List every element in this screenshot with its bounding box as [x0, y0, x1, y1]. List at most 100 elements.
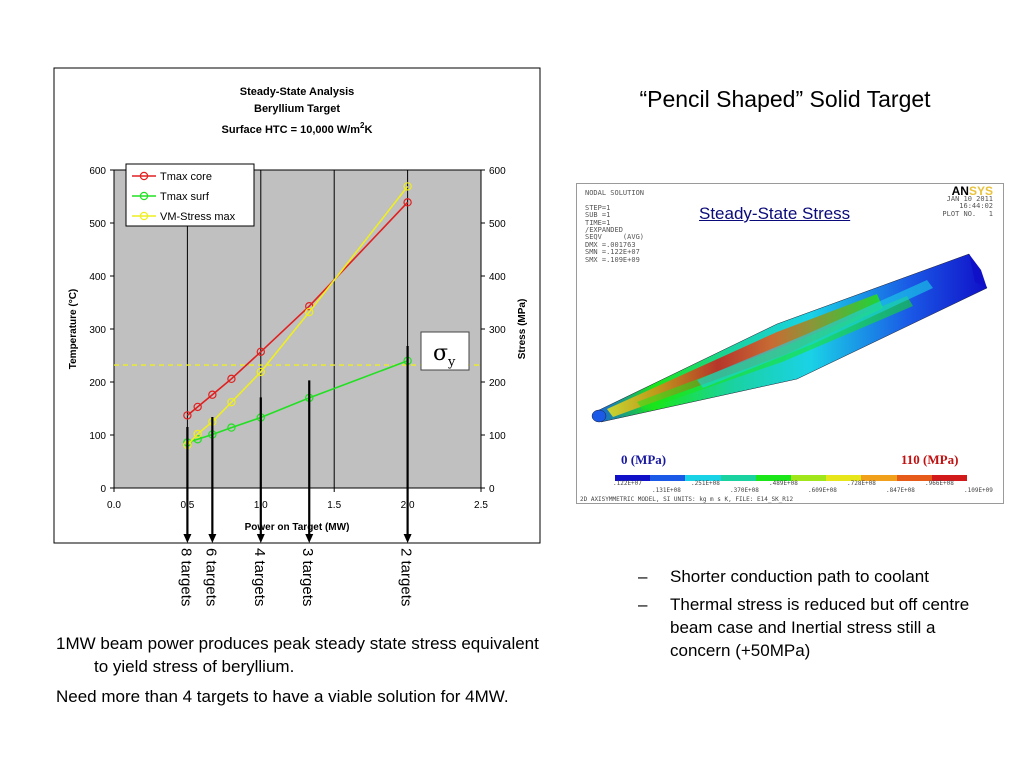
contour-scale-ticks: .122E+07 .131E+08 .251E+08 .370E+08 .489E+08… [583, 480, 1003, 500]
contour-band [791, 475, 827, 481]
contour-band [755, 475, 792, 481]
series-line-2 [186, 185, 409, 446]
note-paragraph: 1MW beam power produces peak steady stat… [56, 634, 539, 676]
y-tick-label-right: 100 [489, 431, 506, 442]
y-tick-label-left: 300 [89, 325, 106, 336]
chart-title-line-1: Steady-State Analysis [240, 86, 355, 98]
bullet-dash: – [638, 567, 648, 586]
legend-label: Tmax core [160, 171, 212, 183]
nodal-solution-info: NODAL SOLUTION STEP=1 SUB =1 TIME=1/EXPAND… [585, 189, 645, 264]
info-line: SEQV (AVG) [585, 233, 645, 242]
y-tick-label-right: 0 [489, 484, 495, 495]
target-inner-band [697, 280, 933, 388]
target-tip [591, 409, 607, 423]
y-tick-label-left: 0 [100, 484, 106, 495]
series-point-2 [193, 429, 202, 439]
date-line: PLOT NO. 1 [942, 209, 993, 218]
contour-band [685, 475, 721, 481]
series-point-0 [208, 390, 217, 399]
x-tick-label: 1.5 [327, 500, 341, 511]
target-count-label: 8 targets [177, 548, 194, 606]
contour-band [896, 475, 932, 481]
target-end-cap [969, 254, 987, 288]
logo-main: AN [951, 184, 969, 198]
y-tick-label-left: 500 [89, 219, 106, 230]
scale-tick-label: .728E+08 [847, 480, 876, 487]
scale-tick-label: .966E+08 [925, 480, 954, 487]
date-line: 16:44:02 [959, 202, 993, 211]
scale-max-label: 110 (MPa) [901, 452, 959, 467]
htc-sup: 2 [360, 121, 365, 130]
bullet-item: – Shorter conduction path to coolant [628, 565, 988, 588]
logo-accent: SYS [968, 184, 993, 198]
y-tick-label-right: 300 [489, 325, 506, 336]
legend-label: Tmax surf [160, 191, 210, 203]
series-point-2 [305, 307, 314, 317]
htc-prefix: Surface HTC = 10,000 W/m [222, 124, 361, 136]
slide-title: “Pencil Shaped” Solid Target [639, 86, 931, 112]
series-point-0 [227, 374, 236, 384]
target-arrow-head [208, 534, 217, 543]
scale-tick-label: .109E+09 [964, 487, 993, 494]
x-axis-label: Power on Target (MW) [245, 522, 350, 533]
htc-suffix: K [364, 124, 372, 136]
chart-title-line-2: Beryllium Target [254, 103, 340, 115]
y-tick-label-right: 200 [489, 378, 506, 389]
x-tick-label: 0.0 [107, 500, 121, 511]
info-line: SMX =.109E+09 [585, 255, 640, 264]
info-line: NODAL SOLUTION [585, 189, 645, 197]
target-arrow-head [305, 534, 314, 543]
info-line: SUB =1 [585, 211, 611, 220]
info-line: /EXPANDED [585, 226, 623, 235]
steady-state-stress-heading: Steady-State Stress [699, 204, 851, 223]
bullet-text: Thermal stress is reduced but off centre… [670, 595, 970, 660]
target-arrow-head [183, 534, 192, 543]
info-line: DMX =.001763 [585, 240, 636, 249]
date-line: JAN 10 2011 [946, 195, 993, 203]
contour-band [826, 475, 862, 481]
target-count-label: 2 targets [398, 548, 415, 606]
target-arrow-head [256, 534, 265, 543]
chart-title-line-3: Surface HTC = 10,000 W/m2K [222, 121, 373, 136]
scale-tick-label: .370E+08 [730, 487, 759, 494]
bullet-text: Shorter conduction path to coolant [670, 567, 929, 586]
scale-tick-label: .122E+07 [613, 480, 642, 487]
legend-swatch-marker [139, 191, 149, 201]
target-hot-edge [607, 294, 883, 417]
series-point-0 [193, 402, 202, 412]
target-count-label: 3 targets [299, 548, 316, 606]
y-tick-label-left: 200 [89, 378, 106, 389]
pencil-target-contour-plot [591, 253, 988, 423]
bullet-item: – Thermal stress is reduced but off centr… [628, 593, 988, 662]
y-tick-label-right: 500 [489, 219, 506, 230]
contour-band [861, 475, 897, 481]
target-arrow-head [403, 534, 412, 543]
scale-tick-label: .847E+08 [886, 487, 915, 494]
legend-swatch-marker [139, 171, 149, 181]
scale-tick-label: .489E+08 [769, 480, 798, 487]
contour-band [650, 475, 686, 481]
note-paragraph: Need more than 4 targets to have a viabl… [56, 687, 509, 706]
scale-tick-label: .251E+08 [691, 480, 720, 487]
yield-stress-label-box [420, 331, 470, 371]
info-line: SMN =.122E+07 [585, 248, 640, 257]
contour-band [720, 475, 756, 481]
y-tick-label-left: 100 [89, 431, 106, 442]
plot-timestamp: JAN 10 2011 16:44:02 PLOT NO. 1 [942, 195, 993, 218]
series-point-2 [227, 397, 236, 407]
x-tick-label: 2.5 [474, 500, 488, 511]
target-count-label: 6 targets [202, 548, 219, 606]
ansys-logo: ANSYS [952, 184, 993, 198]
series-point-2 [403, 182, 412, 191]
sigma-symbol: σ [433, 341, 448, 366]
target-count-label: 4 targets [251, 548, 268, 606]
y-tick-label-left: 400 [89, 272, 106, 283]
model-footer: 2D AXISYMMETRIC MODEL, SI UNITS: kg m s … [580, 496, 794, 503]
series-point-0 [256, 347, 265, 356]
y-tick-label-left: 600 [89, 166, 106, 177]
stress-simulation-panel: NODAL SOLUTION STEP=1 SUB =1 TIME=1/EXPAND… [576, 183, 1004, 504]
contour-color-bar [615, 475, 968, 481]
y-tick-label-right: 400 [489, 272, 506, 283]
series-point-0 [183, 411, 192, 420]
